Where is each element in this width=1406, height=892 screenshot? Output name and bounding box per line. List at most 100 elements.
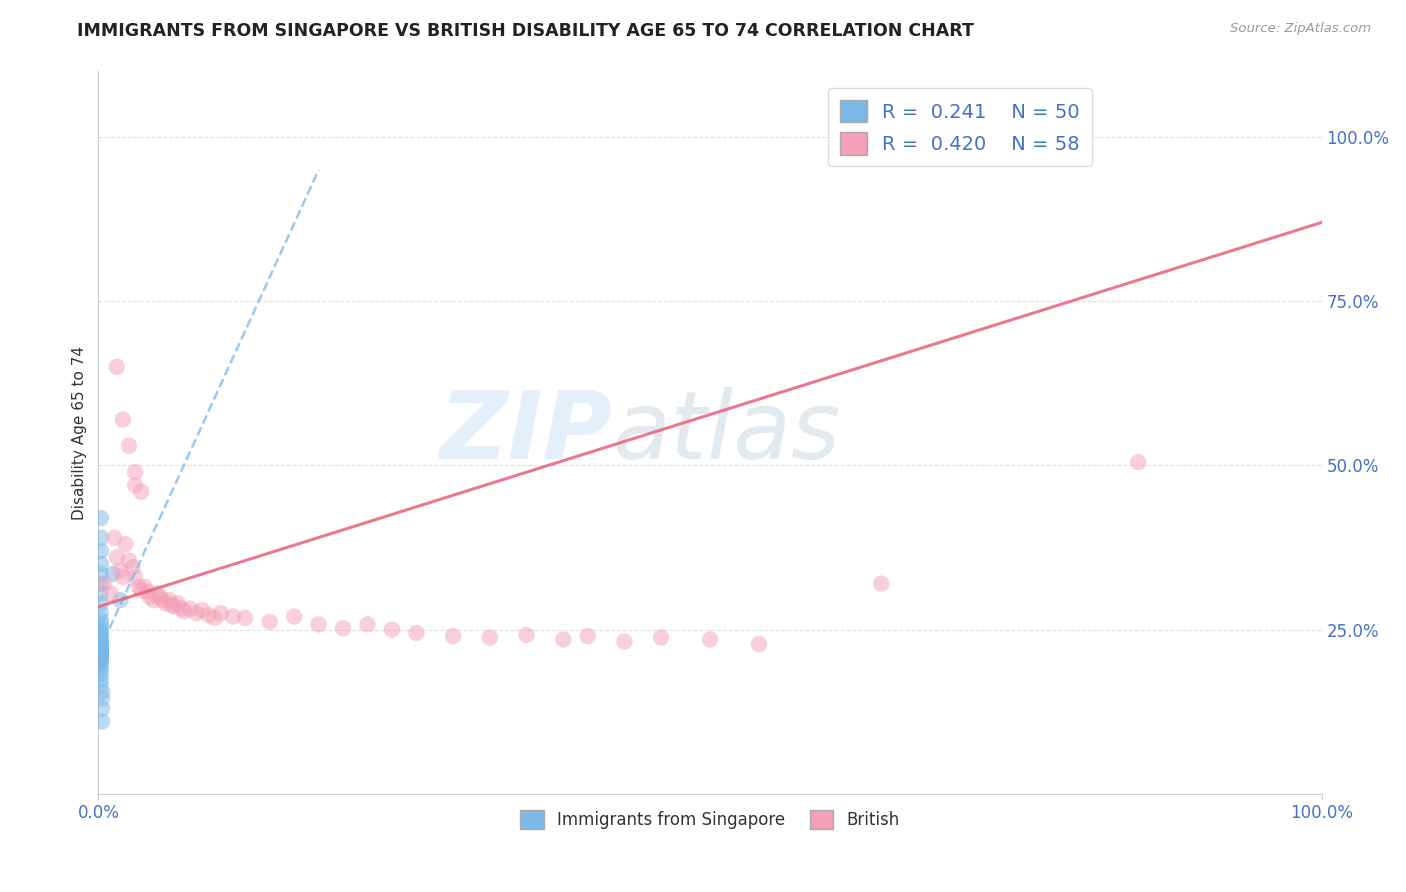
Point: [90, 643, 112, 657]
Point: [100, 586, 122, 600]
Point: [233, 611, 256, 625]
Point: [356, 617, 378, 632]
Point: [90, 641, 112, 656]
Point: [170, 601, 193, 615]
Point: [90, 678, 112, 692]
Point: [124, 478, 146, 492]
Point: [90, 673, 112, 687]
Point: [139, 590, 162, 604]
Point: [515, 628, 537, 642]
Point: [134, 580, 156, 594]
Point: [576, 629, 599, 643]
Point: [441, 629, 464, 643]
Point: [179, 601, 201, 615]
Point: [101, 566, 124, 581]
Point: [650, 631, 672, 645]
Point: [748, 637, 770, 651]
Point: [111, 570, 134, 584]
Point: [90, 621, 112, 635]
Point: [90, 654, 112, 668]
Text: IMMIGRANTS FROM SINGAPORE VS BRITISH DISABILITY AGE 65 TO 74 CORRELATION CHART: IMMIGRANTS FROM SINGAPORE VS BRITISH DIS…: [77, 22, 974, 40]
Point: [478, 631, 501, 645]
Point: [90, 566, 112, 581]
Point: [149, 590, 172, 604]
Point: [90, 576, 112, 591]
Point: [103, 531, 125, 545]
Point: [90, 650, 112, 665]
Point: [90, 531, 112, 545]
Point: [1128, 455, 1150, 469]
Point: [146, 586, 169, 600]
Point: [90, 544, 112, 558]
Point: [142, 593, 165, 607]
Point: [553, 632, 575, 647]
Point: [186, 607, 208, 621]
Point: [91, 701, 114, 715]
Point: [160, 598, 183, 612]
Point: [90, 645, 112, 659]
Y-axis label: Disability Age 65 to 74: Disability Age 65 to 74: [72, 345, 87, 520]
Point: [90, 613, 112, 627]
Point: [167, 596, 190, 610]
Point: [204, 611, 226, 625]
Point: [332, 621, 354, 635]
Point: [197, 608, 219, 623]
Point: [90, 646, 112, 660]
Point: [91, 685, 114, 699]
Point: [150, 593, 173, 607]
Point: [90, 643, 112, 657]
Point: [90, 645, 112, 659]
Point: [90, 639, 112, 653]
Point: [110, 593, 132, 607]
Point: [90, 511, 112, 525]
Point: [90, 658, 112, 673]
Point: [308, 617, 330, 632]
Point: [90, 627, 112, 641]
Point: [91, 691, 114, 706]
Point: [90, 666, 112, 681]
Point: [283, 609, 305, 624]
Point: [105, 550, 128, 565]
Point: [381, 623, 404, 637]
Point: [90, 557, 112, 571]
Point: [90, 633, 112, 648]
Point: [699, 632, 721, 647]
Point: [136, 584, 159, 599]
Point: [405, 626, 427, 640]
Point: [90, 607, 112, 621]
Point: [111, 412, 134, 426]
Point: [90, 643, 112, 657]
Point: [91, 714, 114, 729]
Point: [90, 648, 112, 663]
Point: [93, 576, 115, 591]
Point: [118, 439, 141, 453]
Point: [259, 615, 281, 629]
Point: [613, 634, 636, 648]
Text: ZIP: ZIP: [439, 386, 612, 479]
Point: [90, 635, 112, 649]
Point: [128, 580, 150, 594]
Point: [90, 651, 112, 665]
Text: Source: ZipAtlas.com: Source: ZipAtlas.com: [1230, 22, 1371, 36]
Point: [124, 465, 146, 479]
Point: [191, 603, 214, 617]
Point: [157, 593, 180, 607]
Point: [870, 576, 893, 591]
Point: [129, 484, 152, 499]
Point: [90, 624, 112, 639]
Point: [222, 609, 245, 624]
Point: [155, 596, 177, 610]
Text: atlas: atlas: [612, 387, 841, 478]
Point: [90, 586, 112, 600]
Point: [110, 564, 132, 578]
Point: [90, 631, 112, 645]
Point: [90, 637, 112, 651]
Point: [90, 648, 112, 662]
Point: [90, 596, 112, 610]
Point: [90, 656, 112, 670]
Point: [90, 640, 112, 654]
Point: [118, 554, 141, 568]
Point: [90, 647, 112, 661]
Point: [90, 617, 112, 632]
Point: [124, 570, 146, 584]
